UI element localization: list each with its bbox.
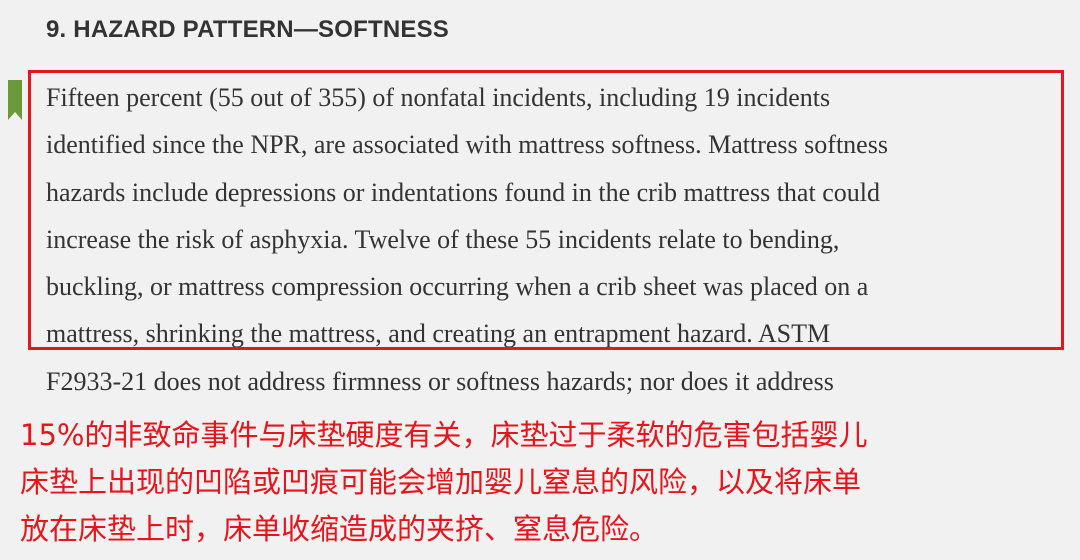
text-line: buckling, or mattress compression occurr…: [46, 272, 869, 302]
bookmark-flag: [8, 80, 22, 120]
text-line: mattress, shrinking the mattress, and cr…: [46, 319, 831, 349]
text-line: hazards include depressions or indentati…: [46, 177, 880, 207]
annotation: 15%的非致命事件与床垫硬度有关，床垫过于柔软的危害包括婴儿 床垫上出现的凹陷或凹…: [20, 412, 867, 553]
text-line: Fifteen percent (55 out of 355) of nonfa…: [46, 83, 831, 112]
paragraph: Fifteen percent (55 out of 355) of nonfa…: [46, 74, 1080, 405]
annotation-line: 15%的非致命事件与床垫硬度有关，床垫过于柔软的危害包括婴儿: [20, 418, 868, 452]
text-line: identified since the NPR, are associated…: [46, 130, 888, 160]
section-heading: 9. HAZARD PATTERN—SOFTNESS: [46, 16, 449, 43]
text-line: F2933-21 does not address firmness or so…: [46, 366, 834, 396]
text-line: increase the risk of asphyxia. Twelve of…: [46, 224, 840, 254]
annotation-line: 床垫上出现的凹陷或凹痕可能会增加婴儿窒息的风险，以及将床单: [20, 465, 862, 499]
annotation-line: 放在床垫上时，床单收缩造成的夹挤、窒息危险。: [20, 512, 659, 546]
highlight-box: [28, 70, 1064, 350]
